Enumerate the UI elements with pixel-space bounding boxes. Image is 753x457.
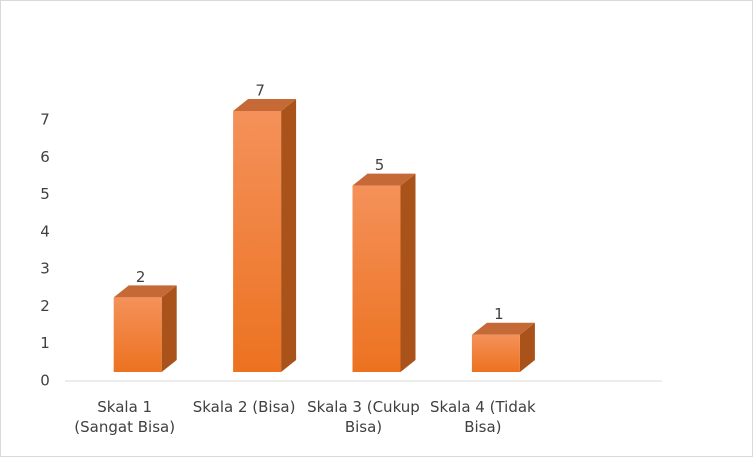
value-label: 7 bbox=[255, 82, 265, 100]
x-tick-label: Skala 2 (Bisa) bbox=[192, 398, 296, 416]
bar-side bbox=[400, 173, 416, 372]
bar-top bbox=[471, 322, 535, 335]
x-tick-label: Skala 3 (Cukup Bisa) bbox=[307, 398, 420, 436]
bar-side bbox=[161, 285, 177, 372]
y-tick-label: 4 bbox=[40, 222, 50, 240]
bar-top bbox=[233, 99, 297, 111]
value-label: 1 bbox=[494, 305, 504, 323]
x-tick-label: Skala 4 (Tidak Bisa) bbox=[430, 398, 536, 436]
y-tick-label: 2 bbox=[40, 297, 50, 315]
value-label: 5 bbox=[375, 156, 385, 174]
bar-side bbox=[519, 322, 535, 372]
y-tick-label: 0 bbox=[40, 372, 50, 390]
y-tick-label: 3 bbox=[40, 260, 50, 278]
value-label: 2 bbox=[136, 268, 146, 286]
y-tick-label: 7 bbox=[40, 111, 50, 129]
x-tick-label: Skala 1 (Sangat Bisa) bbox=[74, 398, 176, 436]
y-tick-label: 5 bbox=[40, 185, 50, 203]
bar bbox=[471, 334, 520, 372]
y-tick-label: 6 bbox=[40, 148, 50, 166]
bar bbox=[352, 185, 401, 372]
bar-top bbox=[352, 173, 416, 186]
y-tick-label: 1 bbox=[40, 334, 50, 352]
bar bbox=[113, 297, 162, 372]
bar bbox=[233, 111, 282, 372]
bar-top bbox=[113, 285, 177, 298]
bar-side bbox=[281, 99, 297, 372]
